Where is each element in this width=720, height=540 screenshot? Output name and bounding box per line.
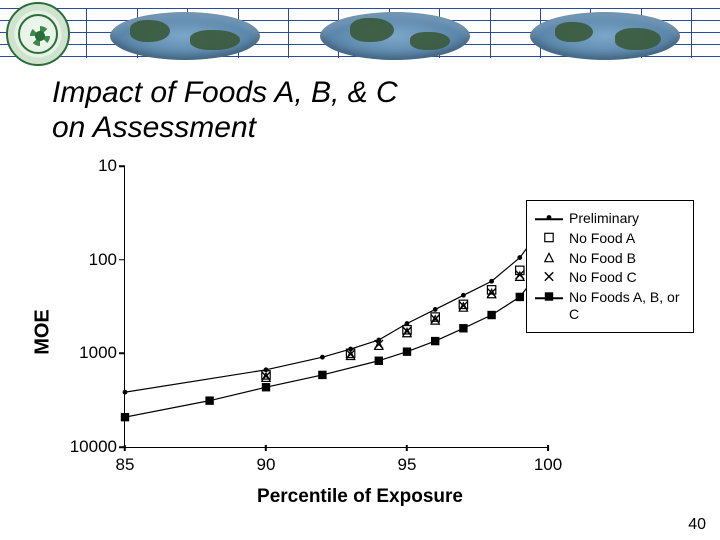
x-tick: 90: [257, 455, 276, 475]
series-layer: [125, 166, 548, 447]
x-tick: 95: [398, 455, 417, 475]
x-axis-label: Percentile of Exposure: [20, 486, 700, 508]
y-tick: 10: [61, 156, 117, 176]
legend-item: No Food A: [535, 230, 685, 247]
globe-icon: [320, 12, 470, 60]
legend-item: No Foods A, B, or C: [535, 289, 685, 323]
y-tick: 100: [61, 250, 117, 270]
y-tick: 10000: [61, 437, 117, 457]
legend-item: Preliminary: [535, 210, 685, 227]
slide-title: Impact of Foods A, B, & C on Assessment: [52, 76, 398, 145]
epa-seal-icon: [6, 2, 70, 66]
header-banner: [0, 0, 720, 66]
y-axis-label: MOE: [31, 309, 54, 355]
legend-item: No Food C: [535, 269, 685, 286]
globe-icon: [530, 12, 680, 60]
x-tick: 85: [116, 455, 135, 475]
globe-icon: [110, 12, 260, 60]
title-line1: Impact of Foods A, B, & C: [52, 76, 398, 109]
chart: MOE 10 100 1000 10000 85 90 95 100 Preli…: [20, 162, 700, 502]
slide-number: 40: [688, 516, 706, 534]
legend-item: No Food B: [535, 250, 685, 267]
y-tick: 1000: [61, 343, 117, 363]
legend: Preliminary No Food A No Food B No Food …: [526, 200, 694, 333]
x-tick: 100: [534, 455, 562, 475]
title-line2: on Assessment: [52, 111, 256, 144]
plot-area: 10 100 1000 10000 85 90 95 100 Prelimina…: [124, 166, 548, 448]
